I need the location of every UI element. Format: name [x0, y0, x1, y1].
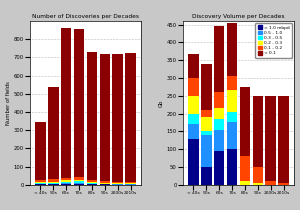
Bar — [74, 181, 84, 183]
Bar — [278, 183, 289, 185]
Bar — [253, 96, 263, 167]
Bar — [214, 130, 224, 151]
Bar — [35, 122, 46, 180]
Y-axis label: Gb: Gb — [159, 99, 164, 107]
Bar — [112, 182, 123, 183]
Bar — [227, 23, 237, 76]
Bar — [61, 182, 71, 183]
Bar — [201, 167, 211, 185]
Bar — [188, 96, 199, 114]
Bar — [112, 183, 123, 184]
Bar — [227, 112, 237, 122]
Bar — [87, 183, 97, 184]
Bar — [100, 184, 110, 185]
Bar — [100, 183, 110, 184]
Bar — [100, 54, 110, 181]
Bar — [48, 183, 58, 184]
Bar — [201, 135, 211, 167]
Bar — [227, 149, 237, 185]
Bar — [188, 124, 199, 139]
Bar — [74, 177, 84, 180]
Bar — [253, 167, 263, 183]
Bar — [227, 91, 237, 112]
Bar — [266, 181, 276, 185]
Bar — [240, 156, 250, 181]
Legend: > 1.0 mbpd, 0.5 - 1.0, 0.3 - 0.5, 0.2 - 0.3, 0.1 - 0.2, < 0.1: > 1.0 mbpd, 0.5 - 1.0, 0.3 - 0.5, 0.2 - … — [255, 23, 292, 58]
Bar — [35, 182, 46, 183]
Bar — [227, 122, 237, 149]
Title: Discovery Volume per Decades: Discovery Volume per Decades — [192, 14, 285, 19]
Bar — [61, 178, 71, 180]
Bar — [61, 28, 71, 178]
Bar — [227, 76, 237, 91]
Bar — [35, 183, 46, 184]
Bar — [240, 87, 250, 156]
Bar — [188, 54, 199, 78]
Bar — [87, 52, 97, 180]
Bar — [35, 180, 46, 182]
Bar — [87, 184, 97, 185]
Bar — [201, 131, 211, 135]
Bar — [61, 184, 71, 185]
Bar — [201, 117, 211, 131]
Bar — [253, 183, 263, 185]
Bar — [125, 184, 136, 185]
Bar — [188, 139, 199, 185]
Bar — [214, 92, 224, 108]
Bar — [48, 184, 58, 185]
Bar — [125, 53, 136, 182]
Bar — [35, 184, 46, 185]
Bar — [74, 183, 84, 184]
Bar — [240, 181, 250, 185]
Bar — [74, 184, 84, 185]
Bar — [61, 180, 71, 182]
Bar — [125, 182, 136, 183]
Bar — [188, 114, 199, 124]
Y-axis label: Number of fields: Number of fields — [6, 81, 11, 125]
Bar — [214, 26, 224, 92]
Bar — [278, 96, 289, 183]
Bar — [112, 54, 123, 182]
Bar — [48, 179, 58, 181]
Bar — [74, 180, 84, 181]
Bar — [112, 184, 123, 185]
Bar — [100, 181, 110, 183]
Bar — [74, 29, 84, 177]
Bar — [48, 87, 58, 179]
Bar — [214, 151, 224, 185]
Bar — [201, 64, 211, 110]
Bar — [125, 183, 136, 184]
Bar — [266, 96, 276, 181]
Bar — [201, 110, 211, 117]
Bar — [214, 119, 224, 130]
Bar — [48, 181, 58, 183]
Bar — [87, 180, 97, 182]
Bar — [214, 108, 224, 119]
Bar — [87, 182, 97, 183]
Bar — [61, 183, 71, 184]
Bar — [188, 78, 199, 96]
Title: Number of Discoveries per Decades: Number of Discoveries per Decades — [32, 14, 139, 19]
